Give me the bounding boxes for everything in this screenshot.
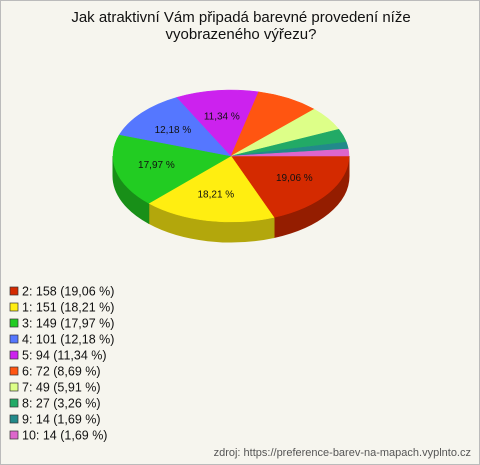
slice (230, 148, 350, 157)
legend-swatch (9, 286, 19, 296)
legend-label: 2: 158 (19,06 %) (22, 284, 114, 298)
data-label: 11,34 % (204, 111, 240, 122)
data-label: 12,18 % (155, 125, 192, 136)
slice (176, 89, 259, 157)
legend-label: 5: 94 (11,34 %) (22, 348, 107, 362)
legend-swatch (9, 318, 19, 328)
legend-swatch (9, 430, 19, 440)
legend-swatch (9, 382, 19, 392)
slice (148, 155, 275, 223)
data-label: 18,21 % (197, 189, 234, 200)
slice (112, 134, 232, 204)
slice (118, 97, 232, 157)
legend-label: 4: 101 (12,18 %) (22, 332, 114, 346)
legend-label: 10: 14 (1,69 %) (22, 428, 107, 442)
legend-label: 8: 27 (3,26 %) (22, 396, 101, 410)
chart-title: Jak atraktivní Vám připadá barevné prove… (71, 9, 411, 43)
legend-label: 9: 14 (1,69 %) (22, 412, 101, 426)
slice (230, 155, 350, 218)
legend-swatch (9, 398, 19, 408)
legend-swatch (9, 350, 19, 360)
legend-label: 3: 149 (17,97 %) (22, 316, 114, 330)
data-label: 19,06 % (276, 173, 313, 184)
legend-label: 1: 151 (18,21 %) (22, 300, 114, 314)
data-label: 17,97 % (138, 160, 175, 171)
source: zdroj: https://preference-barev-na-mapac… (214, 447, 471, 459)
legend-swatch (9, 334, 19, 344)
legend-swatch (9, 366, 19, 376)
legend-label: 7: 49 (5,91 %) (22, 380, 101, 394)
legend-swatch (9, 302, 19, 312)
legend-swatch (9, 414, 19, 424)
legend-label: 6: 72 (8,69 %) (22, 364, 101, 378)
